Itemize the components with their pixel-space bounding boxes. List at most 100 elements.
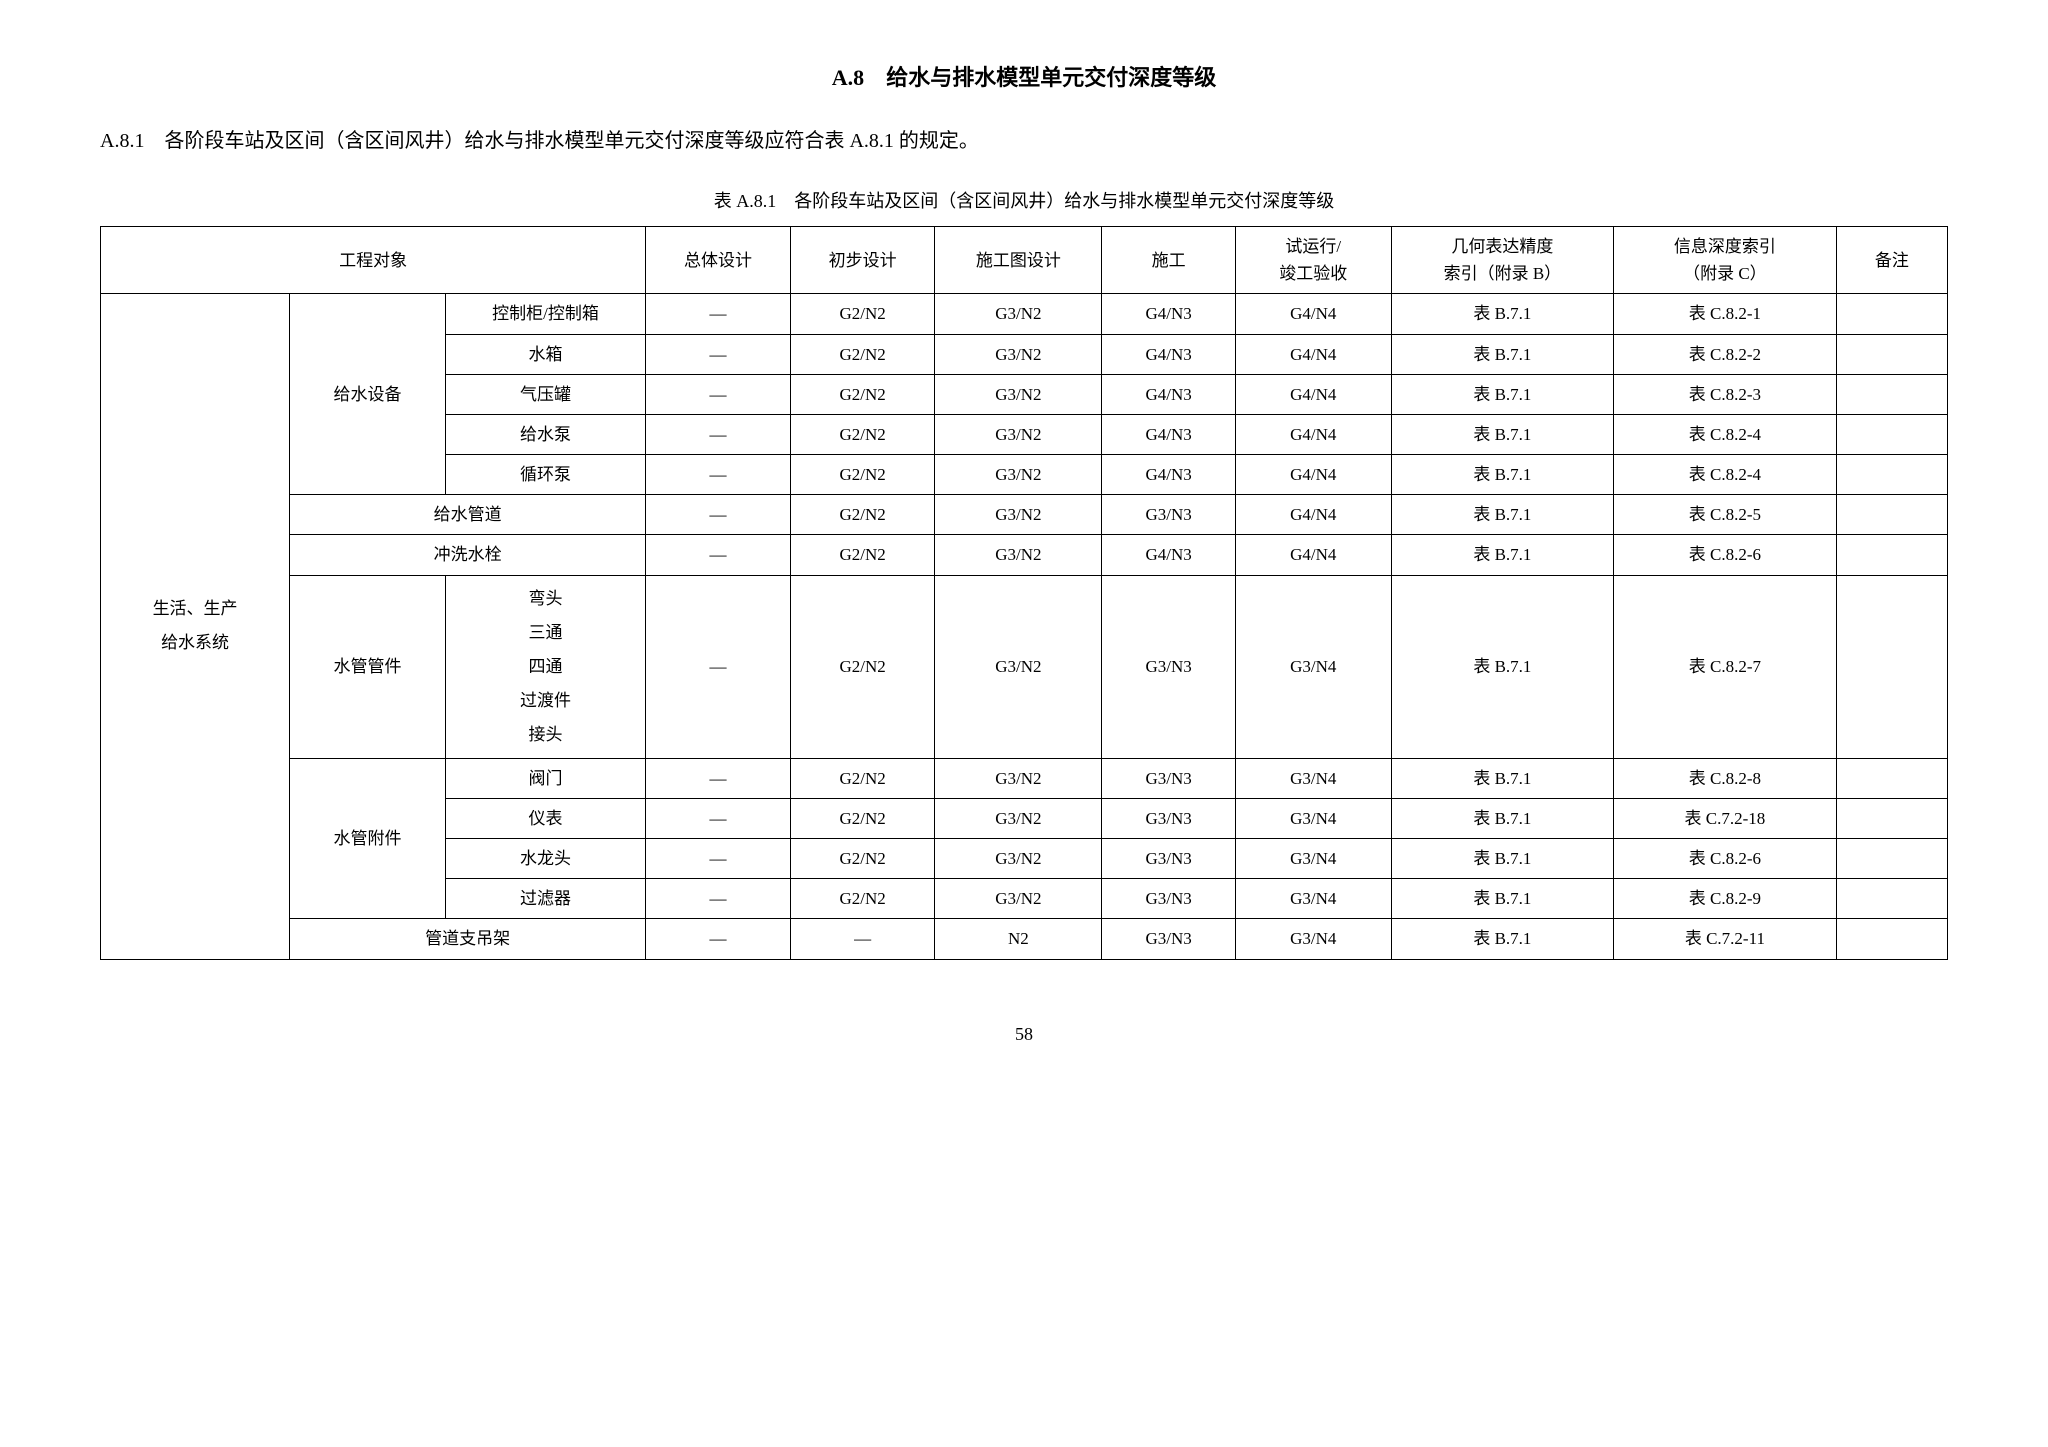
cell-geo: 表 B.7.1 xyxy=(1391,879,1614,919)
cell-d1: — xyxy=(646,758,791,798)
table-header-row: 工程对象 总体设计 初步设计 施工图设计 施工 试运行/ 竣工验收 几何表达精度… xyxy=(101,226,1948,293)
cell-info: 表 C.8.2-4 xyxy=(1614,455,1837,495)
cell-d5: G4/N4 xyxy=(1235,334,1391,374)
cell-remark xyxy=(1836,294,1947,334)
cell-info: 表 C.8.2-1 xyxy=(1614,294,1837,334)
cell-d5: G4/N4 xyxy=(1235,455,1391,495)
cell-d5: G3/N4 xyxy=(1235,879,1391,919)
cell-d4: G4/N3 xyxy=(1102,374,1236,414)
cell-d1: — xyxy=(646,414,791,454)
cell-d2: G2/N2 xyxy=(790,495,935,535)
cell-geo: 表 B.7.1 xyxy=(1391,839,1614,879)
cell-geo: 表 B.7.1 xyxy=(1391,414,1614,454)
cell-info: 表 C.7.2-11 xyxy=(1614,919,1837,959)
cell-info: 表 C.8.2-3 xyxy=(1614,374,1837,414)
cell-d1: — xyxy=(646,374,791,414)
cell-geo: 表 B.7.1 xyxy=(1391,798,1614,838)
cell-item: 过滤器 xyxy=(445,879,645,919)
cell-geo: 表 B.7.1 xyxy=(1391,575,1614,758)
cell-d3: G3/N2 xyxy=(935,414,1102,454)
table-row: 水管附件 阀门 — G2/N2 G3/N2 G3/N3 G3/N4 表 B.7.… xyxy=(101,758,1948,798)
cell-d4: G3/N3 xyxy=(1102,495,1236,535)
cell-info: 表 C.8.2-2 xyxy=(1614,334,1837,374)
section-title-text: 给水与排水模型单元交付深度等级 xyxy=(886,65,1216,90)
table-row: 冲洗水栓 — G2/N2 G3/N2 G4/N3 G4/N4 表 B.7.1 表… xyxy=(101,535,1948,575)
cell-info: 表 C.8.2-8 xyxy=(1614,758,1837,798)
cell-item: 阀门 xyxy=(445,758,645,798)
paragraph-number: A.8.1 xyxy=(100,130,144,152)
table-row: 水管管件 弯头三通四通过渡件接头 — G2/N2 G3/N2 G3/N3 G3/… xyxy=(101,575,1948,758)
cell-group-pipe-hanger: 管道支吊架 xyxy=(290,919,646,959)
cell-remark xyxy=(1836,839,1947,879)
table-row: 生活、生产给水系统 给水设备 控制柜/控制箱 — G2/N2 G3/N2 G4/… xyxy=(101,294,1948,334)
cell-geo: 表 B.7.1 xyxy=(1391,374,1614,414)
cell-d5: G3/N4 xyxy=(1235,798,1391,838)
header-geo: 几何表达精度 索引（附录 B） xyxy=(1391,226,1614,293)
cell-d3: G3/N2 xyxy=(935,758,1102,798)
cell-category-l1: 生活、生产给水系统 xyxy=(101,294,290,959)
cell-d2: G2/N2 xyxy=(790,334,935,374)
cell-d2: G2/N2 xyxy=(790,758,935,798)
header-eng-object: 工程对象 xyxy=(101,226,646,293)
header-prelim: 初步设计 xyxy=(790,226,935,293)
table-caption: 表 A.8.1 各阶段车站及区间（含区间风井）给水与排水模型单元交付深度等级 xyxy=(100,187,1948,216)
cell-d4: G3/N3 xyxy=(1102,798,1236,838)
cell-d3: G3/N2 xyxy=(935,334,1102,374)
cell-d4: G4/N3 xyxy=(1102,414,1236,454)
cell-geo: 表 B.7.1 xyxy=(1391,455,1614,495)
header-overall: 总体设计 xyxy=(646,226,791,293)
cell-d1: — xyxy=(646,798,791,838)
cell-d4: G3/N3 xyxy=(1102,758,1236,798)
page-number: 58 xyxy=(100,1020,1948,1049)
cell-d2: G2/N2 xyxy=(790,455,935,495)
cell-d3: G3/N2 xyxy=(935,839,1102,879)
cell-d4: G3/N3 xyxy=(1102,879,1236,919)
cell-group-water-equip: 给水设备 xyxy=(290,294,446,495)
depth-level-table: 工程对象 总体设计 初步设计 施工图设计 施工 试运行/ 竣工验收 几何表达精度… xyxy=(100,226,1948,960)
cell-d1: — xyxy=(646,455,791,495)
cell-d4: G3/N3 xyxy=(1102,839,1236,879)
cell-d2: G2/N2 xyxy=(790,294,935,334)
cell-d4: G3/N3 xyxy=(1102,575,1236,758)
cell-item: 控制柜/控制箱 xyxy=(445,294,645,334)
cell-d2: G2/N2 xyxy=(790,839,935,879)
cell-geo: 表 B.7.1 xyxy=(1391,294,1614,334)
cell-d1: — xyxy=(646,879,791,919)
cell-info: 表 C.8.2-6 xyxy=(1614,839,1837,879)
table-row: 给水管道 — G2/N2 G3/N2 G3/N3 G4/N4 表 B.7.1 表… xyxy=(101,495,1948,535)
cell-item: 水箱 xyxy=(445,334,645,374)
cell-group-flush-valve: 冲洗水栓 xyxy=(290,535,646,575)
cell-d5: G3/N4 xyxy=(1235,839,1391,879)
cell-d5: G3/N4 xyxy=(1235,758,1391,798)
cell-d4: G3/N3 xyxy=(1102,919,1236,959)
cell-d3: N2 xyxy=(935,919,1102,959)
cell-info: 表 C.8.2-9 xyxy=(1614,879,1837,919)
cell-d1: — xyxy=(646,839,791,879)
section-number: A.8 xyxy=(832,65,864,90)
cell-d2: G2/N2 xyxy=(790,798,935,838)
header-info: 信息深度索引 （附录 C） xyxy=(1614,226,1837,293)
cell-remark xyxy=(1836,879,1947,919)
cell-d3: G3/N2 xyxy=(935,455,1102,495)
cell-info: 表 C.8.2-6 xyxy=(1614,535,1837,575)
cell-d3: G3/N2 xyxy=(935,575,1102,758)
cell-info: 表 C.7.2-18 xyxy=(1614,798,1837,838)
cell-pipe-fitting-items: 弯头三通四通过渡件接头 xyxy=(445,575,645,758)
cell-d5: G3/N4 xyxy=(1235,919,1391,959)
cell-item: 给水泵 xyxy=(445,414,645,454)
cell-d1: — xyxy=(646,495,791,535)
cell-item: 水龙头 xyxy=(445,839,645,879)
cell-d3: G3/N2 xyxy=(935,495,1102,535)
cell-d2: G2/N2 xyxy=(790,879,935,919)
cell-info: 表 C.8.2-5 xyxy=(1614,495,1837,535)
cell-remark xyxy=(1836,455,1947,495)
cell-d5: G3/N4 xyxy=(1235,575,1391,758)
cell-geo: 表 B.7.1 xyxy=(1391,334,1614,374)
cell-remark xyxy=(1836,919,1947,959)
cell-remark xyxy=(1836,798,1947,838)
cell-d3: G3/N2 xyxy=(935,374,1102,414)
cell-d1: — xyxy=(646,334,791,374)
cell-d2: G2/N2 xyxy=(790,575,935,758)
header-build: 施工 xyxy=(1102,226,1236,293)
header-trial: 试运行/ 竣工验收 xyxy=(1235,226,1391,293)
